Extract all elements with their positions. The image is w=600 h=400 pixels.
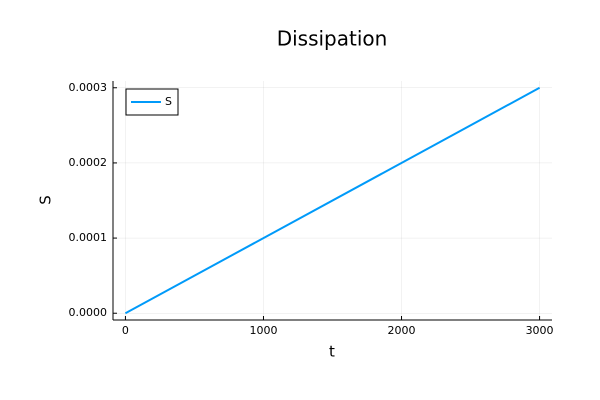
x-axis-label: t [329, 343, 335, 361]
x-tick-label: 0 [122, 324, 129, 337]
y-tick-label: 0.0002 [69, 156, 108, 169]
chart-title: Dissipation [277, 27, 388, 51]
legend-label: S [165, 95, 172, 108]
data-line [124, 86, 541, 315]
y-tick-label: 0.0001 [69, 231, 108, 244]
y-tick-label: 0.0003 [69, 81, 108, 94]
x-tick-label: 1000 [249, 324, 277, 337]
y-tick-label: 0.0000 [69, 306, 108, 319]
x-tick-label: 3000 [526, 324, 554, 337]
x-tick-label: 2000 [388, 324, 416, 337]
y-axis-label: S [37, 195, 55, 205]
